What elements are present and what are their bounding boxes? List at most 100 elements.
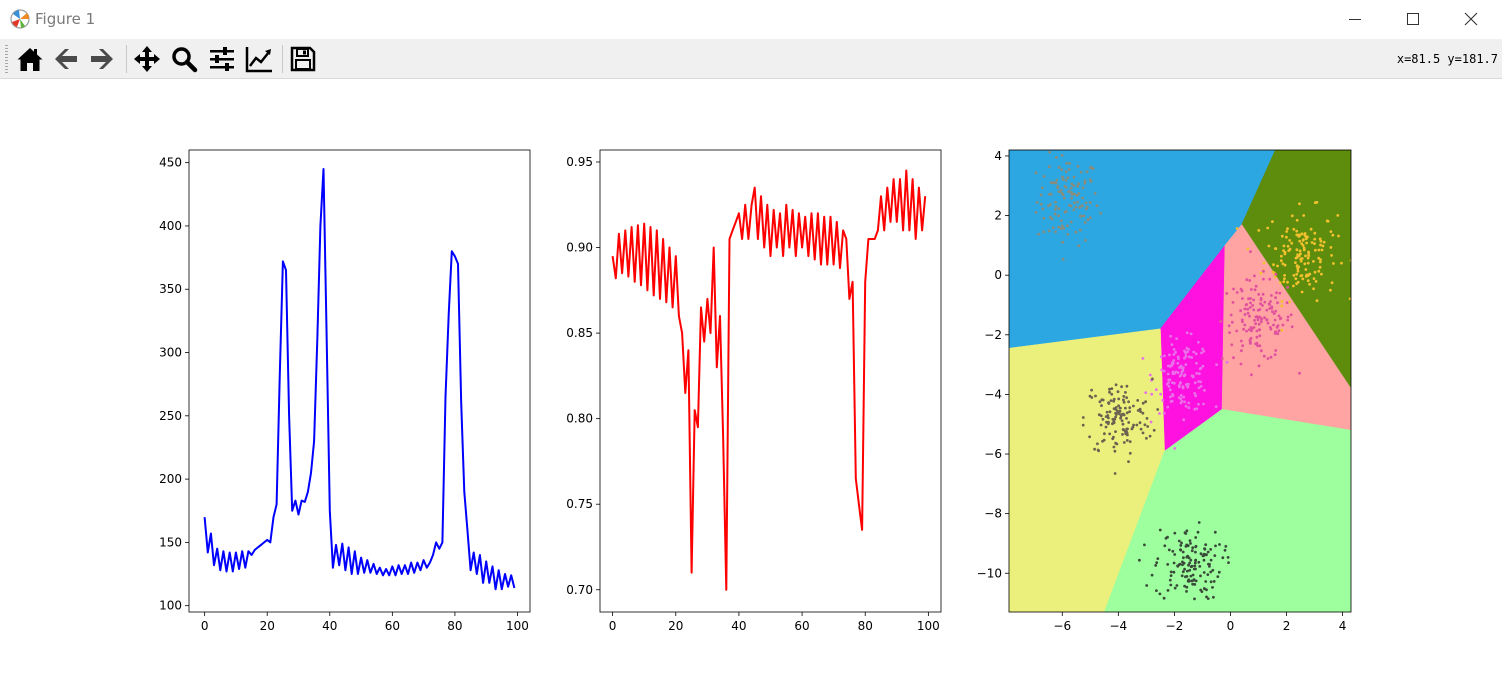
axes-frame (188, 149, 531, 613)
decision-region-5 (1104, 409, 1351, 612)
scatter-point-cluster-2 (1258, 328, 1261, 331)
edit-axes-button[interactable] (243, 43, 275, 75)
scatter-point-cluster-1 (1304, 268, 1308, 271)
home-button[interactable] (14, 43, 46, 75)
scatter-point-cluster-5 (1188, 561, 1191, 565)
scatter-point-cluster-0 (1064, 185, 1068, 189)
scatter-point-cluster-2 (1225, 292, 1229, 295)
scatter-point-cluster-1 (1313, 231, 1317, 235)
move-icon (134, 46, 160, 72)
scatter-point-cluster-1 (1267, 244, 1271, 248)
scatter-point-cluster-2 (1232, 287, 1235, 291)
scatter-point-cluster-3 (1162, 369, 1166, 373)
maximize-button[interactable] (1384, 0, 1442, 39)
scatter-point-cluster-2 (1286, 318, 1290, 322)
scatter-point-cluster-5 (1184, 575, 1187, 579)
scatter-point-cluster-4 (1113, 449, 1117, 453)
scatter-point-cluster-4 (1132, 404, 1135, 408)
scatter-point-cluster-1 (1330, 254, 1333, 257)
scatter-point-cluster-1 (1302, 238, 1305, 242)
scatter-point-cluster-3 (1214, 405, 1218, 408)
zoom-button[interactable] (168, 43, 200, 75)
scatter-point-cluster-4 (1104, 415, 1108, 418)
scatter-point-cluster-1 (1295, 248, 1299, 252)
scatter-point-cluster-3 (1183, 350, 1187, 354)
scatter-point-cluster-0 (1041, 186, 1044, 190)
scatter-point-cluster-3 (1149, 420, 1153, 424)
scatter-point-cluster-3 (1174, 370, 1178, 374)
scatter-point-cluster-3 (1184, 404, 1188, 408)
scatter-point-cluster-2 (1256, 318, 1260, 322)
scatter-point-cluster-5 (1183, 584, 1186, 588)
scatter-point-cluster-1 (1307, 250, 1310, 254)
scatter-point-cluster-1 (1300, 290, 1304, 294)
scatter-point-cluster-4 (1117, 404, 1120, 408)
scatter-point-cluster-1 (1319, 239, 1323, 243)
scatter-point-cluster-3 (1163, 354, 1166, 358)
scatter-point-cluster-2 (1241, 344, 1245, 348)
scatter-point-cluster-2 (1259, 297, 1263, 300)
scatter-point-cluster-2 (1265, 318, 1269, 322)
scatter-point-cluster-4 (1119, 414, 1123, 418)
back-button[interactable] (50, 43, 82, 75)
scatter-point-cluster-5 (1185, 585, 1189, 589)
scatter-point-cluster-2 (1278, 291, 1282, 295)
scatter-point-cluster-4 (1101, 417, 1105, 421)
scatter-point-cluster-3 (1172, 353, 1176, 356)
scatter-point-cluster-5 (1208, 565, 1211, 568)
scatter-point-cluster-4 (1107, 416, 1110, 420)
subplots-button[interactable] (206, 43, 238, 75)
pan-button[interactable] (131, 43, 163, 75)
scatter-point-cluster-2 (1253, 319, 1256, 322)
scatter-point-cluster-3 (1166, 405, 1170, 409)
scatter-point-cluster-4 (1136, 409, 1140, 412)
scatter-point-cluster-2 (1248, 306, 1252, 309)
scatter-point-cluster-2 (1262, 277, 1265, 281)
close-button[interactable] (1442, 0, 1500, 39)
scatter-point-cluster-0 (1059, 189, 1063, 192)
red-series-line (611, 169, 927, 591)
scatter-point-cluster-4 (1081, 423, 1085, 427)
scatter-point-cluster-4 (1098, 400, 1102, 404)
scatter-point-cluster-5 (1221, 556, 1225, 560)
y-tick-label: 150 (159, 535, 182, 549)
scatter-point-cluster-0 (1061, 240, 1064, 244)
scatter-point-cluster-2 (1245, 303, 1248, 306)
scatter-point-cluster-3 (1195, 361, 1198, 365)
toolbar-grip[interactable] (5, 45, 8, 73)
scatter-point-cluster-2 (1239, 309, 1242, 313)
scatter-point-cluster-2 (1252, 298, 1255, 302)
scatter-point-cluster-1 (1283, 252, 1287, 256)
forward-button[interactable] (86, 43, 118, 75)
y-tick-label: −4 (984, 387, 1002, 401)
scatter-point-cluster-0 (1041, 207, 1045, 211)
scatter-point-cluster-4 (1081, 416, 1085, 419)
window-title: Figure 1 (35, 10, 96, 28)
scatter-point-cluster-5 (1154, 564, 1158, 567)
scatter-point-cluster-1 (1303, 262, 1307, 266)
scatter-point-cluster-4 (1128, 440, 1132, 443)
scatter-point-cluster-0 (1064, 178, 1068, 182)
scatter-point-cluster-1 (1300, 242, 1304, 246)
scatter-point-cluster-1 (1262, 261, 1266, 265)
scatter-point-cluster-4 (1125, 430, 1128, 433)
scatter-point-cluster-4 (1108, 387, 1111, 391)
scatter-point-cluster-3 (1165, 382, 1169, 386)
scatter-point-cluster-3 (1179, 401, 1183, 405)
scatter-point-cluster-0 (1068, 162, 1071, 165)
scatter-point-cluster-5 (1188, 568, 1192, 572)
axes-frame (1008, 149, 1352, 613)
scatter-point-cluster-2 (1243, 313, 1247, 316)
scatter-point-cluster-4 (1143, 423, 1147, 427)
blue-series-line (203, 168, 516, 591)
minimize-button[interactable] (1326, 0, 1384, 39)
scatter-point-cluster-5 (1191, 546, 1195, 550)
scatter-point-cluster-5 (1193, 597, 1196, 601)
save-button[interactable] (287, 43, 319, 75)
scatter-point-cluster-5 (1206, 573, 1210, 576)
scatter-point-cluster-2 (1285, 301, 1289, 305)
scatter-point-cluster-4 (1122, 441, 1126, 444)
scatter-point-cluster-5 (1204, 543, 1208, 547)
scatter-point-cluster-4 (1141, 401, 1145, 405)
